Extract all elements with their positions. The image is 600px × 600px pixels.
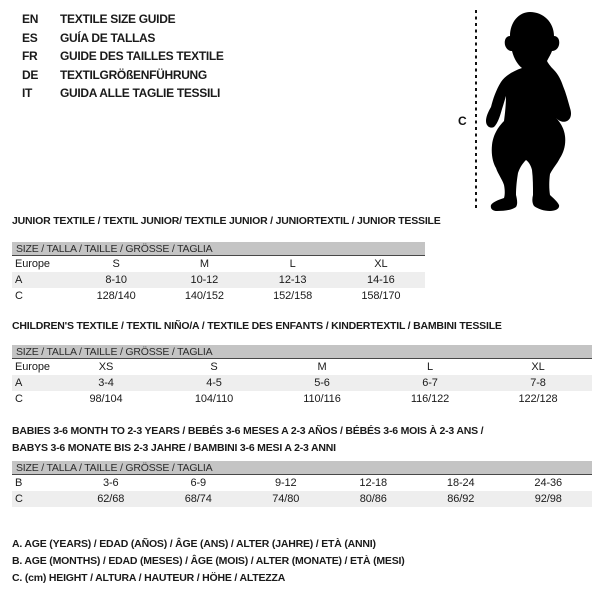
note-height-cm: C. (cm) HEIGHT / ALTURA / HAUTEUR / HÖHE… <box>12 572 286 584</box>
table-cell: M <box>199 258 209 270</box>
table-cell: 3-6 <box>102 477 119 489</box>
babies-table-title: BABIES 3-6 MONTH TO 2-3 YEARS / BEBÉS 3-… <box>12 423 590 457</box>
table-cell: 12-13 <box>278 274 307 286</box>
lang-code: DE <box>22 67 39 82</box>
lang-code: IT <box>22 86 33 101</box>
table-cell: 10-12 <box>190 274 219 286</box>
row-label: B <box>15 477 23 489</box>
row-label: A <box>15 377 23 389</box>
table-cell: 140/152 <box>184 290 224 302</box>
lang-title: GUIDE DES TAILLES TEXTILE <box>60 49 224 64</box>
table-cell: 158/170 <box>361 290 401 302</box>
table-cell: S <box>112 258 120 270</box>
table-row: A 3-4 4-5 5-6 6-7 7-8 <box>12 375 592 391</box>
table-cell: L <box>426 361 434 373</box>
height-label-c: C <box>458 114 467 128</box>
children-table-title: CHILDREN'S TEXTILE / TEXTIL NIÑO/A / TEX… <box>12 320 502 332</box>
table-cell: 62/68 <box>97 493 125 505</box>
table-cell: XL <box>374 258 388 270</box>
table-cell: 128/140 <box>96 290 136 302</box>
junior-table-title: JUNIOR TEXTILE / TEXTIL JUNIOR/ TEXTILE … <box>12 215 441 227</box>
table-cell: 110/116 <box>303 393 341 405</box>
junior-table: Europe S M L XL A 8-10 10-12 12-13 14-16 C 128/140 1… <box>12 256 425 304</box>
lang-title: TEXTILGRÖßENFÜHRUNG <box>60 67 207 82</box>
size-header-band: SIZE / TALLA / TAILLE / GRÖSSE / TAGLIA <box>12 242 425 256</box>
table-cell: 3-4 <box>98 377 114 389</box>
table-cell: 12-18 <box>359 477 388 489</box>
table-cell: 104/110 <box>194 393 234 405</box>
language-header: EN TEXTILE SIZE GUIDE ES GUÍA DE TALLAS FR… <box>22 10 224 103</box>
lang-row: IT GUIDA ALLE TAGLIE TESSILI <box>22 84 224 103</box>
babies-title-line-2: BABYS 3-6 MONATE BIS 2-3 JAHRE / BAMBINI… <box>12 442 336 454</box>
table-cell: 68/74 <box>184 493 212 505</box>
row-label: C <box>15 493 23 505</box>
table-cell: XL <box>531 361 545 373</box>
lang-row: EN TEXTILE SIZE GUIDE <box>22 10 224 29</box>
row-label: C <box>15 393 23 405</box>
lang-title: GUIDA ALLE TAGLIE TESSILI <box>60 86 221 101</box>
table-cell: 86/92 <box>447 493 475 505</box>
lang-code: ES <box>22 30 38 45</box>
table-cell: 8-10 <box>105 274 127 286</box>
lang-row: DE TEXTILGRÖßENFÜHRUNG <box>22 66 224 85</box>
note-age-years: A. AGE (YEARS) / EDAD (AÑOS) / ÂGE (ANS)… <box>12 538 376 550</box>
table-row: Europe XS S M L XL <box>12 359 592 375</box>
table-row: Europe S M L XL <box>12 256 425 272</box>
table-cell: 74/80 <box>272 493 300 505</box>
babies-size-table: SIZE / TALLA / TAILLE / GRÖSSE / TAGLIA … <box>12 461 592 507</box>
table-row: B 3-6 6-9 9-12 12-18 18-24 24-36 <box>12 475 592 491</box>
lang-title: GUÍA DE TALLAS <box>60 30 156 45</box>
babies-table: B 3-6 6-9 9-12 12-18 18-24 24-36 C 62/68 68/74 74/… <box>12 475 592 507</box>
row-label: Europe <box>15 361 50 373</box>
table-cell: 9-12 <box>274 477 297 489</box>
lang-title: TEXTILE SIZE GUIDE <box>60 12 176 26</box>
junior-size-table: SIZE / TALLA / TAILLE / GRÖSSE / TAGLIA … <box>12 242 425 304</box>
table-cell: L <box>289 258 296 270</box>
table-row: C 62/68 68/74 74/80 80/86 86/92 92/98 <box>12 491 592 507</box>
lang-code: EN <box>22 12 39 26</box>
row-label: Europe <box>15 258 50 270</box>
table-cell: S <box>210 361 218 373</box>
table-row: A 8-10 10-12 12-13 14-16 <box>12 272 425 288</box>
table-cell: 4-5 <box>206 377 222 389</box>
baby-silhouette-icon <box>486 12 571 211</box>
table-cell: 18-24 <box>446 477 475 489</box>
babies-title-line-1: BABIES 3-6 MONTH TO 2-3 YEARS / BEBÉS 3-… <box>12 425 484 437</box>
table-cell: 80/86 <box>359 493 387 505</box>
table-cell: 6-7 <box>422 377 438 389</box>
lang-row: FR GUIDE DES TAILLES TEXTILE <box>22 47 224 66</box>
size-header-band: SIZE / TALLA / TAILLE / GRÖSSE / TAGLIA <box>12 345 592 359</box>
children-table: Europe XS S M L XL A 3-4 4-5 5-6 6-7 7-8 C 98/104 104/… <box>12 359 592 407</box>
lang-row: ES GUÍA DE TALLAS <box>22 29 224 48</box>
table-cell: 152/158 <box>273 290 313 302</box>
children-size-table: SIZE / TALLA / TAILLE / GRÖSSE / TAGLIA … <box>12 345 592 407</box>
table-row: C 98/104 104/110 110/116 116/122 122/128 <box>12 391 592 407</box>
note-age-months: B. AGE (MONTHS) / EDAD (MESES) / ÂGE (MO… <box>12 555 405 567</box>
size-header-band: SIZE / TALLA / TAILLE / GRÖSSE / TAGLIA <box>12 461 592 475</box>
row-label: A <box>15 274 23 286</box>
table-cell: M <box>317 361 327 373</box>
table-cell: 98/104 <box>89 393 123 405</box>
table-cell: 24-36 <box>534 477 563 489</box>
table-cell: 7-8 <box>530 377 546 389</box>
baby-silhouette-figure: C <box>458 10 571 211</box>
table-cell: 122/128 <box>518 393 558 405</box>
table-cell: 14-16 <box>367 274 395 286</box>
row-label: C <box>15 290 23 302</box>
table-cell: XS <box>98 361 114 373</box>
legend-notes: A. AGE (YEARS) / EDAD (AÑOS) / ÂGE (ANS)… <box>12 536 405 587</box>
table-cell: 116/122 <box>410 393 450 405</box>
table-cell: 92/98 <box>534 493 562 505</box>
table-cell: 5-6 <box>314 377 330 389</box>
table-cell: 6-9 <box>190 477 207 489</box>
table-row: C 128/140 140/152 152/158 158/170 <box>12 288 425 304</box>
lang-code: FR <box>22 49 38 64</box>
